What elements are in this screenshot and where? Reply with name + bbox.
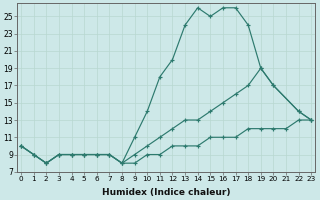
X-axis label: Humidex (Indice chaleur): Humidex (Indice chaleur) <box>102 188 230 197</box>
